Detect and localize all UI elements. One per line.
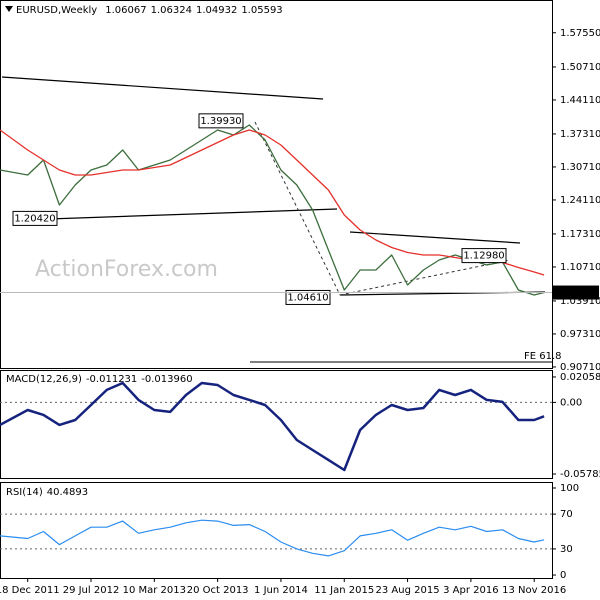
x-tick-label: 13 Nov 2016: [502, 585, 566, 596]
macd-title: MACD(12,26,9): [6, 374, 82, 385]
y-tick-label: 70: [560, 509, 573, 520]
projection-line: [254, 121, 341, 296]
open: 1.06067: [105, 5, 146, 16]
y-tick-label: 1.37310: [560, 129, 600, 140]
x-tick-label: 18 Dec 2011: [0, 585, 60, 596]
price-label: 1.12980: [463, 251, 504, 262]
price-label: 1.04610: [287, 292, 328, 303]
y-tick-label: -0.057859: [560, 469, 600, 480]
price-label-box: [198, 113, 244, 129]
price-label: 1.20420: [14, 213, 55, 224]
last-price-box: [553, 285, 599, 300]
y-tick-label: 1.30710: [560, 162, 600, 173]
x-tick-label: 10 Mar 2013: [123, 585, 186, 596]
y-tick-label: 1.03910: [560, 296, 600, 307]
price-label: 1.39930: [200, 116, 241, 127]
series-line: [0, 381, 545, 472]
close: 1.05593: [241, 5, 282, 16]
projection-line: [339, 259, 511, 296]
series-line: [0, 129, 545, 276]
y-tick-label: 0.020585: [560, 372, 600, 383]
rsi-readout: 40.4893: [47, 487, 88, 498]
header: EURUSD,Weekly 1.06067 1.06324 1.04932 1.0559…: [16, 5, 283, 16]
y-tick-label: 0.90710: [560, 362, 600, 373]
x-tick-label: 3 Apr 2016: [443, 585, 498, 596]
y-tick-label: 0.97310: [560, 329, 600, 340]
high: 1.06324: [151, 5, 192, 16]
x-tick-label: 29 Jul 2012: [63, 585, 120, 596]
price-label-box: [12, 210, 58, 226]
price-label-box: [461, 248, 507, 264]
y-tick-label: 0.00: [560, 397, 582, 408]
macd-header: MACD(12,26,9) -0.011231 -0.013960: [6, 374, 193, 385]
x-tick-label: 23 Aug 2015: [376, 585, 440, 596]
trend-line: [1, 76, 324, 100]
trend-line: [19, 208, 338, 221]
x-tick-label: 20 Oct 2013: [187, 585, 249, 596]
watermark: ActionForex.com: [35, 257, 218, 282]
rsi-header: RSI(14) 40.4893: [6, 487, 88, 498]
price-label-box: [285, 289, 331, 305]
menu-arrow[interactable]: [5, 6, 13, 12]
y-tick-label: 100: [560, 483, 579, 494]
fe-label: FE 61.8: [524, 351, 562, 362]
low: 1.04932: [196, 5, 237, 16]
y-tick-label: 1.17310: [560, 229, 600, 240]
x-tick-label: 11 Jan 2015: [314, 585, 374, 596]
y-tick-label: 1.57550: [560, 28, 600, 39]
y-tick-label: 1.10710: [560, 262, 600, 273]
series-line: [0, 519, 545, 557]
trend-line: [349, 231, 521, 244]
rsi-panel: [0, 482, 553, 579]
x-tick-label: 1 Jun 2014: [254, 585, 308, 596]
macd-readout: -0.013960: [141, 374, 192, 385]
series-line: [0, 124, 545, 296]
y-tick-label: 1.44110: [560, 95, 600, 106]
price-panel: [0, 0, 553, 369]
last-price-label: 1.05593: [557, 288, 598, 299]
y-tick-label: 30: [560, 544, 573, 555]
rsi-title: RSI(14): [6, 487, 43, 498]
symbol: EURUSD,Weekly: [16, 5, 97, 16]
y-tick-label: 1.24110: [560, 195, 600, 206]
macd-readout: -0.011231: [86, 374, 137, 385]
y-tick-label: 0: [560, 570, 566, 581]
y-tick-label: 1.50710: [560, 62, 600, 73]
